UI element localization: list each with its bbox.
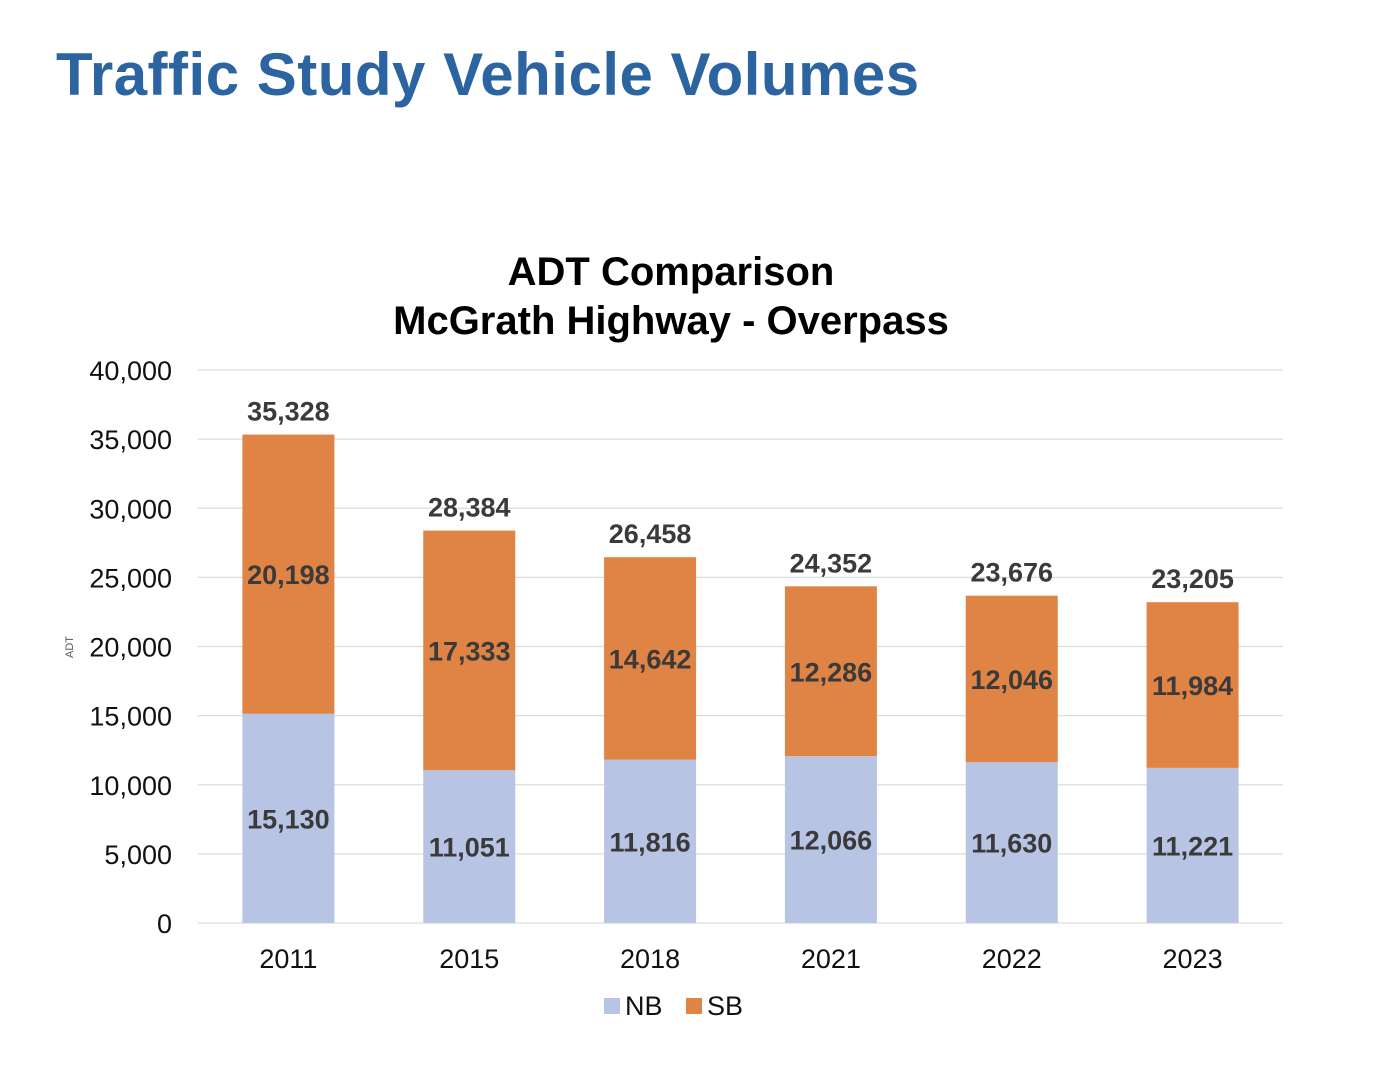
x-tick-label: 2021 — [801, 944, 861, 974]
y-tick-label: 30,000 — [89, 494, 172, 524]
data-label-sb: 12,046 — [970, 665, 1053, 695]
y-tick-label: 20,000 — [89, 633, 172, 663]
total-label: 23,676 — [970, 558, 1053, 588]
legend-swatch-sb — [686, 998, 702, 1014]
bar-sb-2011 — [242, 434, 335, 714]
x-tick-label: 2011 — [259, 944, 317, 974]
bar-sb-2022 — [965, 595, 1058, 763]
bar-sb-2021 — [784, 586, 877, 757]
bar-nb-2022 — [965, 762, 1058, 923]
y-tick-label: 0 — [157, 909, 172, 939]
bar-nb-2023 — [1146, 767, 1239, 923]
data-label-nb: 11,630 — [971, 829, 1052, 859]
chart-title: ADT Comparison — [508, 250, 835, 294]
bar-nb-2011 — [242, 713, 335, 923]
x-tick-label: 2022 — [982, 944, 1042, 974]
data-label-nb: 15,130 — [247, 804, 330, 834]
data-label-nb: 11,221 — [1152, 831, 1233, 861]
data-label-sb: 17,333 — [428, 636, 511, 666]
legend-swatch-nb — [604, 998, 620, 1014]
bar-nb-2015 — [423, 770, 516, 923]
data-label-sb: 14,642 — [609, 644, 692, 674]
page-title: Traffic Study Vehicle Volumes — [56, 41, 920, 108]
data-label-sb: 12,286 — [790, 657, 873, 687]
data-label-nb: 11,816 — [610, 827, 691, 857]
x-tick-label: 2023 — [1163, 944, 1223, 974]
bar-sb-2018 — [604, 557, 697, 760]
bar-nb-2018 — [604, 759, 697, 923]
data-label-sb: 11,984 — [1152, 671, 1233, 701]
y-tick-label: 25,000 — [89, 563, 172, 593]
y-tick-label: 10,000 — [89, 771, 172, 801]
x-tick-label: 2018 — [620, 944, 680, 974]
y-tick-label: 35,000 — [89, 425, 172, 455]
total-label: 26,458 — [609, 519, 692, 549]
total-label: 23,205 — [1151, 564, 1234, 594]
data-label-nb: 11,051 — [429, 833, 510, 863]
bar-nb-2021 — [784, 756, 877, 923]
y-tick-label: 40,000 — [89, 356, 172, 386]
data-label-nb: 12,066 — [790, 826, 873, 856]
legend-label-nb: NB — [625, 991, 663, 1021]
legend-label-sb: SB — [707, 991, 743, 1021]
total-label: 35,328 — [247, 397, 330, 427]
y-axis-label: ADT — [64, 636, 76, 658]
bar-sb-2015 — [423, 530, 516, 771]
y-tick-label: 15,000 — [89, 702, 172, 732]
total-label: 28,384 — [428, 493, 511, 523]
chart-subtitle: McGrath Highway - Overpass — [393, 299, 949, 343]
x-tick-label: 2015 — [439, 944, 499, 974]
total-label: 24,352 — [790, 548, 873, 578]
data-label-sb: 20,198 — [247, 560, 330, 590]
bar-sb-2023 — [1146, 602, 1239, 768]
y-tick-label: 5,000 — [104, 840, 172, 870]
